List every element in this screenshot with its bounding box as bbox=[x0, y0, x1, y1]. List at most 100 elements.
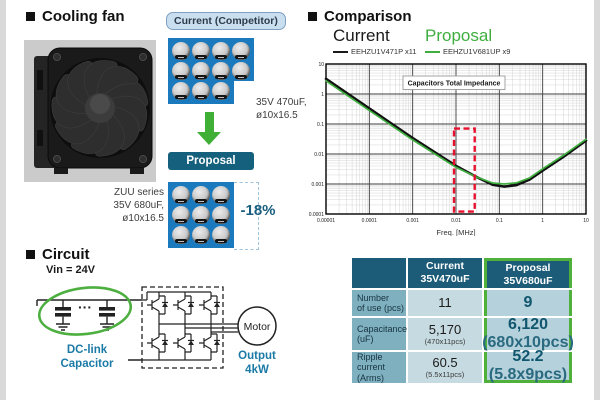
value: 5,170 bbox=[428, 321, 462, 337]
legend-proposal: Proposal EEHZU1V681UP x9 bbox=[425, 27, 510, 56]
current-capacitance: 5,170 (470x11pcs) bbox=[408, 318, 482, 350]
frequency-highlight-box bbox=[452, 127, 476, 213]
proposal-cap-spec: ZUU series 35V 680uF, ø10x16.5 bbox=[113, 187, 164, 224]
proposal-capacitance: 6,120 (680x10pcs) bbox=[482, 316, 574, 351]
square-bullet-icon bbox=[26, 250, 35, 259]
capacitor-icon bbox=[192, 206, 210, 224]
left-edge-strip bbox=[0, 0, 6, 400]
capacitor-icon bbox=[212, 42, 230, 60]
current-number-of-use: 11 bbox=[408, 290, 482, 316]
comparison-table: Current 35V470uF Proposal 35V680uF Numbe… bbox=[352, 258, 574, 383]
proposal-capacitor-board bbox=[168, 182, 234, 248]
comparison-heading: Comparison bbox=[308, 8, 412, 25]
current-cap-spec: 35V 470uF, ø10x16.5 bbox=[256, 97, 307, 121]
impedance-chart: 0.00001 0.0001 0.001 0.01 0.1 1 101010.10.010.… bbox=[309, 62, 589, 236]
svg-text:0.00001: 0.00001 bbox=[317, 218, 335, 224]
legend-current: Current EEHZU1V471P x11 bbox=[333, 27, 417, 56]
table-corner-cell bbox=[352, 258, 406, 288]
igbt-symbol bbox=[172, 333, 195, 353]
value: 60.5 bbox=[432, 355, 458, 371]
cooling-fan-photo bbox=[24, 40, 156, 182]
capacitor-icon bbox=[212, 206, 230, 224]
size-reduction-ghost-outline bbox=[234, 182, 259, 250]
value: 6,120 bbox=[507, 316, 549, 333]
svg-text:10: 10 bbox=[318, 62, 324, 68]
svg-text:0.001: 0.001 bbox=[406, 218, 419, 224]
svg-text:0.01: 0.01 bbox=[451, 218, 461, 224]
table-header-proposal: Proposal 35V680uF bbox=[484, 258, 572, 288]
capacitor-icon bbox=[172, 206, 190, 224]
dclink-capacitor-label: DC-link Capacitor bbox=[60, 344, 114, 370]
proposal-badge: Proposal bbox=[168, 152, 254, 170]
down-arrow-head-icon bbox=[197, 132, 221, 145]
cooling-fan-title: Cooling fan bbox=[42, 8, 125, 25]
square-bullet-icon bbox=[308, 12, 317, 21]
value: 9 bbox=[523, 294, 533, 311]
capacitor-icon bbox=[232, 42, 250, 60]
value-detail: (5.5x11pcs) bbox=[425, 370, 465, 380]
capacitor-icon bbox=[212, 82, 230, 100]
capacitor-icon bbox=[172, 226, 190, 244]
chart-title: Capacitors Total Impedance bbox=[408, 81, 501, 88]
capacitor-icon bbox=[192, 62, 210, 80]
capacitor-icon bbox=[172, 186, 190, 204]
capacitor-icon bbox=[192, 186, 210, 204]
svg-text:10: 10 bbox=[583, 218, 589, 224]
cooling-fan-heading: Cooling fan bbox=[26, 8, 125, 25]
igbt-symbol bbox=[146, 333, 169, 353]
capacitor-icon bbox=[212, 226, 230, 244]
svg-text:0.0001: 0.0001 bbox=[362, 218, 378, 224]
down-arrow-icon bbox=[205, 112, 214, 133]
igbt-symbol bbox=[172, 295, 195, 315]
table-header-current: Current 35V470uF bbox=[408, 258, 482, 288]
current-ripple-current: 60.5 (5.5x11pcs) bbox=[408, 352, 482, 383]
capacitor-icon bbox=[172, 42, 190, 60]
square-bullet-icon bbox=[26, 12, 35, 21]
capacitor-icon bbox=[192, 42, 210, 60]
capacitor-highlight-ellipse bbox=[37, 286, 133, 336]
svg-text:1: 1 bbox=[321, 92, 324, 98]
igbt-symbol bbox=[146, 295, 169, 315]
legend-current-part: EEHZU1V471P x11 bbox=[333, 47, 417, 56]
value: 11 bbox=[438, 294, 452, 310]
dc-rails bbox=[36, 299, 142, 361]
impedance-curve-proposal bbox=[325, 79, 587, 185]
size-reduction-label: -18% bbox=[240, 202, 276, 219]
svg-text:1: 1 bbox=[541, 218, 544, 224]
circuit-heading: Circuit bbox=[26, 246, 90, 263]
current-competitor-badge: Current (Competitor) bbox=[166, 12, 286, 30]
legend-proposal-part-number: EEHZU1V681UP x9 bbox=[443, 47, 511, 56]
igbt-symbol bbox=[198, 295, 221, 315]
capacitor-icon bbox=[212, 186, 230, 204]
row-label-number-of-use: Number of use (pcs) bbox=[352, 290, 406, 316]
row-label-ripple-current: Ripple current (Arms) bbox=[352, 352, 406, 383]
capacitor-icon bbox=[232, 62, 250, 80]
comparison-title: Comparison bbox=[324, 8, 412, 25]
dclink-capacitor-symbol bbox=[98, 299, 116, 331]
output-label: Output 4kW bbox=[238, 350, 276, 376]
legend-current-name: Current bbox=[333, 26, 390, 45]
ellipsis-dots: ··· bbox=[78, 299, 92, 315]
legend-proposal-name: Proposal bbox=[425, 26, 493, 45]
impedance-curve-current bbox=[324, 77, 588, 188]
motor-circle bbox=[237, 306, 277, 346]
capacitor-icon bbox=[212, 62, 230, 80]
dclink-capacitor-symbol bbox=[54, 299, 72, 331]
svg-text:0.1: 0.1 bbox=[496, 218, 503, 224]
value-detail: (470x11pcs) bbox=[424, 336, 466, 346]
inverter-wiring bbox=[142, 291, 238, 361]
svg-text:0.001: 0.001 bbox=[311, 182, 324, 188]
proposal-line-swatch-icon bbox=[425, 50, 440, 53]
proposal-number-of-use: 9 bbox=[484, 290, 572, 316]
vin-label: Vin = 24V bbox=[46, 264, 96, 276]
current-capacitor-board bbox=[168, 38, 254, 104]
value-detail: (5.8x9pcs) bbox=[488, 366, 568, 383]
svg-text:0.1: 0.1 bbox=[317, 122, 324, 128]
value-detail: (680x10pcs) bbox=[482, 334, 574, 351]
motor-label: Motor bbox=[244, 321, 271, 333]
value: 52.2 bbox=[512, 348, 544, 365]
svg-text:0.0001: 0.0001 bbox=[309, 212, 325, 218]
circuit-title: Circuit bbox=[42, 246, 90, 263]
capacitor-icon bbox=[172, 82, 190, 100]
